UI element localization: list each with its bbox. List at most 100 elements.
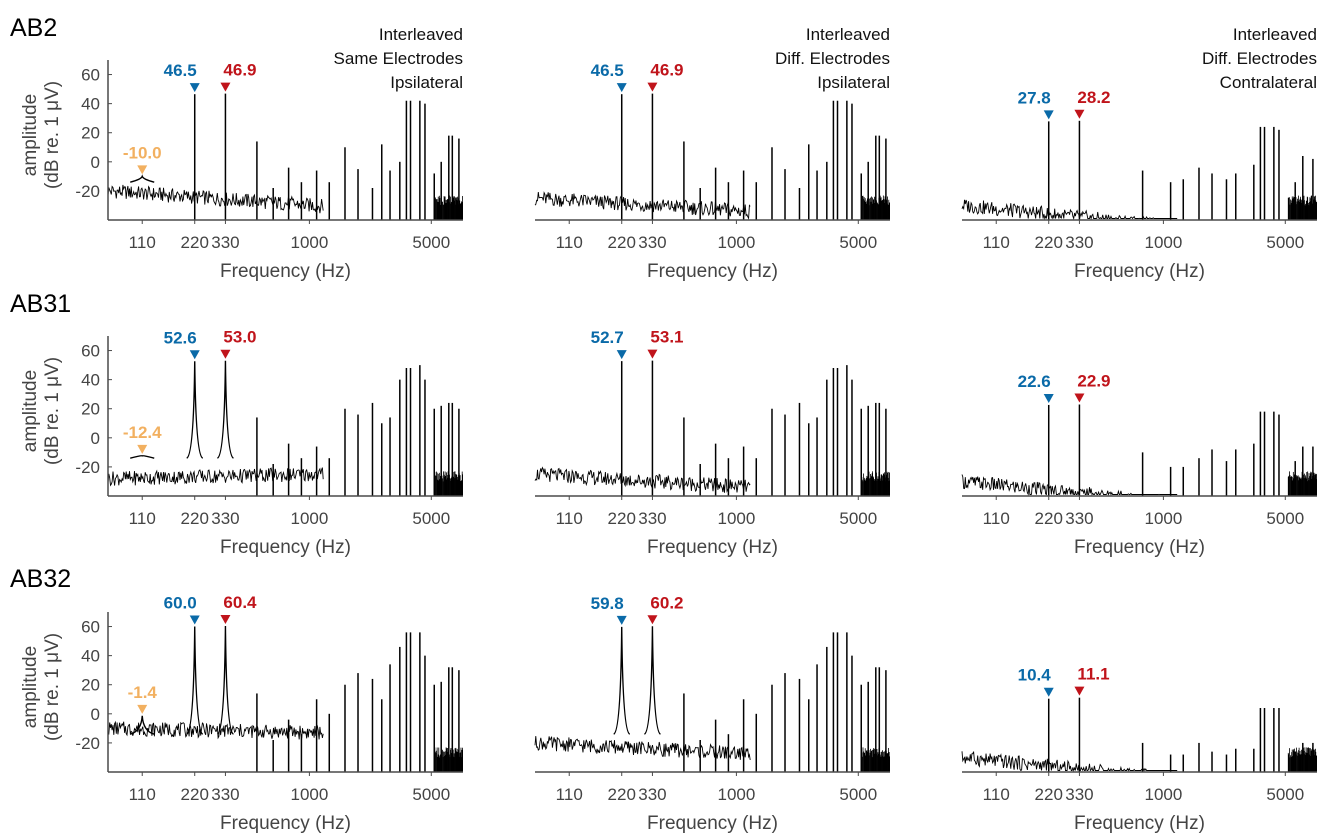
spectral-peak <box>186 626 204 735</box>
x-axis-label: Frequency (Hz) <box>1074 537 1205 558</box>
peak-value-label: 46.9 <box>223 61 256 80</box>
peak-marker <box>616 83 627 93</box>
panel-2-1: 110 220 330 1000 5000 Frequency (Hz) 60 40 20 0 -2… <box>20 328 464 558</box>
peak-marker <box>1043 110 1054 120</box>
panel-title-line: Diff. Electrodes <box>775 49 890 68</box>
x-tick-label: 110 <box>556 785 583 804</box>
spectral-peak <box>130 455 155 459</box>
x-tick-label: 5000 <box>412 785 450 804</box>
x-tick-label: 110 <box>983 509 1010 528</box>
x-tick-label: 330 <box>1065 233 1093 252</box>
spectral-peak <box>186 361 204 459</box>
x-tick-label: 220 <box>608 509 636 528</box>
panel-3-2: 110 220 330 1000 5000 Frequency (Hz) 59.8 60.2 <box>534 593 891 834</box>
panel-1-2: 110 220 330 1000 5000 Frequency (Hz) Interleav… <box>534 25 891 282</box>
peak-marker <box>1074 393 1085 403</box>
panel-3-3: 110 220 330 1000 5000 Frequency (Hz) 10.4 11.1 <box>961 665 1318 834</box>
spectral-peak <box>216 360 234 459</box>
spectral-peak <box>216 625 234 735</box>
noise-floor-trace <box>107 184 324 214</box>
x-tick-label: 5000 <box>839 509 877 528</box>
peak-value-label: 60.2 <box>650 593 683 612</box>
peak-value-label: 46.5 <box>591 61 624 80</box>
peak-marker <box>220 82 231 92</box>
noise-floor-trace <box>961 199 1178 221</box>
panel-2-3: 110 220 330 1000 5000 Frequency (Hz) 22.6 22.9 <box>961 372 1318 558</box>
noise-floor-trace <box>961 751 1178 773</box>
x-tick-label: 110 <box>556 509 583 528</box>
peak-value-label: 22.9 <box>1077 372 1110 391</box>
x-tick-label: 110 <box>129 509 156 528</box>
x-axis-label: Frequency (Hz) <box>220 813 351 834</box>
panel-title-line: Interleaved <box>806 25 890 44</box>
x-tick-label: 1000 <box>717 233 755 252</box>
panel-1-1: 110 220 330 1000 5000 Frequency (Hz) 60 40 20 0 -2… <box>20 25 464 282</box>
y-tick-label: 60 <box>81 342 100 361</box>
y-tick-label: -20 <box>75 734 100 753</box>
row-label-ab32: AB32 <box>10 565 72 593</box>
x-tick-label: 1000 <box>1144 785 1182 804</box>
y-tick-label: 0 <box>91 153 100 172</box>
noise-floor-trace <box>534 191 751 220</box>
y-tick-label: 20 <box>81 676 100 695</box>
x-tick-label: 220 <box>1035 785 1063 804</box>
peak-marker <box>616 350 627 360</box>
panel-1-3: 110 220 330 1000 5000 Frequency (Hz) Interleav… <box>961 25 1318 282</box>
x-tick-label: 1000 <box>717 785 755 804</box>
y-axis-label-line2: (dB re. 1 μV) <box>42 357 63 465</box>
peak-marker <box>1074 109 1085 119</box>
x-tick-label: 330 <box>211 785 239 804</box>
y-axis-label-line2: (dB re. 1 μV) <box>42 633 63 741</box>
peak-value-label: 22.6 <box>1018 372 1051 391</box>
x-tick-label: 1000 <box>290 509 328 528</box>
y-tick-label: 40 <box>81 95 100 114</box>
y-tick-label: -20 <box>75 458 100 477</box>
x-tick-label: 220 <box>181 233 209 252</box>
peak-marker <box>189 615 200 625</box>
panel-title-line: Diff. Electrodes <box>1202 49 1317 68</box>
x-tick-label: 220 <box>608 233 636 252</box>
x-tick-label: 110 <box>129 233 156 252</box>
peak-marker <box>647 615 658 625</box>
x-tick-label: 330 <box>211 233 239 252</box>
x-axis-label: Frequency (Hz) <box>647 537 778 558</box>
x-axis-label: Frequency (Hz) <box>220 261 351 282</box>
peak-marker <box>1074 686 1085 696</box>
x-axis-label: Frequency (Hz) <box>1074 813 1205 834</box>
peak-value-label: -1.4 <box>128 683 158 702</box>
panel-3-1: 110 220 330 1000 5000 Frequency (Hz) 60 40 20 0 -2… <box>20 593 464 834</box>
peak-marker <box>137 444 148 454</box>
panel-title-line: Ipsilateral <box>817 73 890 92</box>
peak-value-label: 10.4 <box>1018 666 1052 685</box>
y-tick-label: 60 <box>81 66 100 85</box>
y-tick-label: 40 <box>81 647 100 666</box>
noise-floor-trace <box>107 467 324 487</box>
x-axis-label: Frequency (Hz) <box>1074 261 1205 282</box>
noise-floor-trace <box>534 736 751 760</box>
panel-title-line: Same Electrodes <box>334 49 463 68</box>
x-tick-label: 110 <box>556 233 583 252</box>
peak-value-label: -10.0 <box>123 143 162 162</box>
x-tick-label: 220 <box>1035 233 1063 252</box>
x-tick-label: 5000 <box>412 509 450 528</box>
x-tick-label: 1000 <box>717 509 755 528</box>
y-axis-label-line1: amplitude <box>20 646 41 728</box>
peak-value-label: 11.1 <box>1077 665 1109 684</box>
x-axis-label: Frequency (Hz) <box>220 537 351 558</box>
x-tick-label: 1000 <box>290 233 328 252</box>
x-tick-label: 5000 <box>1266 233 1304 252</box>
x-tick-label: 1000 <box>1144 233 1182 252</box>
peak-value-label: 59.8 <box>591 594 624 613</box>
x-tick-label: 330 <box>211 509 239 528</box>
y-tick-label: 40 <box>81 371 100 390</box>
y-tick-label: 0 <box>91 429 100 448</box>
peak-value-label: 46.9 <box>650 61 683 80</box>
x-tick-label: 1000 <box>290 785 328 804</box>
peak-value-label: 60.4 <box>223 593 257 612</box>
x-tick-label: 330 <box>638 785 666 804</box>
peak-marker <box>1043 687 1054 697</box>
peak-marker <box>137 704 148 714</box>
x-tick-label: 5000 <box>1266 785 1304 804</box>
